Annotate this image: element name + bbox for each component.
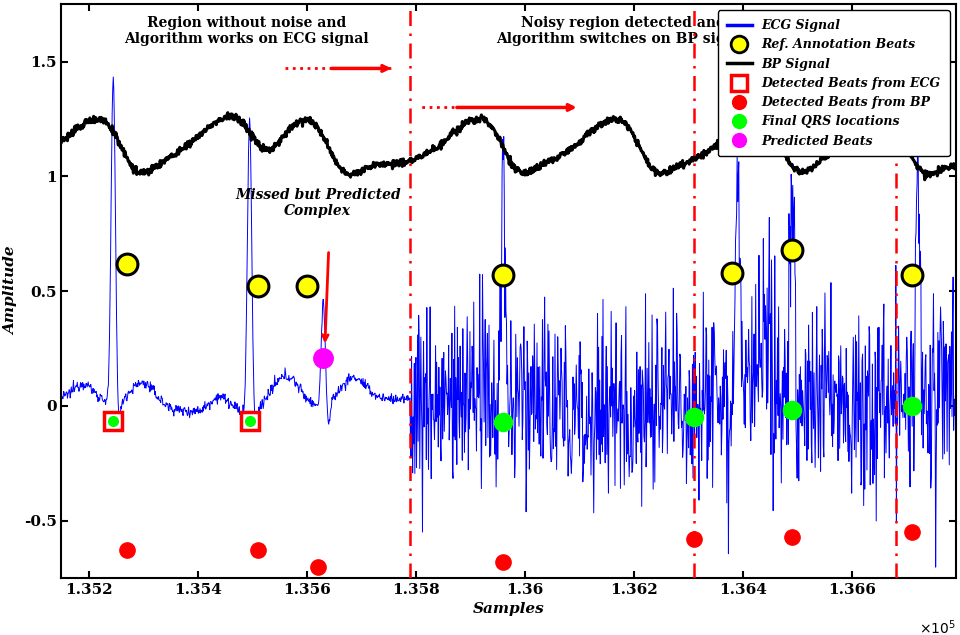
Legend: ECG Signal, Ref. Annotation Beats, BP Signal, Detected Beats from ECG, Detected : ECG Signal, Ref. Annotation Beats, BP Si… [718, 10, 949, 156]
X-axis label: Samples: Samples [472, 603, 544, 617]
Y-axis label: Amplitude: Amplitude [4, 247, 18, 335]
Text: Region without noise and
Algorithm works on ECG signal: Region without noise and Algorithm works… [125, 16, 370, 46]
Text: $\times 10^5$: $\times 10^5$ [919, 618, 956, 635]
Text: Missed but Predicted
Complex: Missed but Predicted Complex [235, 188, 400, 218]
Text: Noisy region detected and
Algorithm switches on BP signal: Noisy region detected and Algorithm swit… [496, 16, 750, 46]
